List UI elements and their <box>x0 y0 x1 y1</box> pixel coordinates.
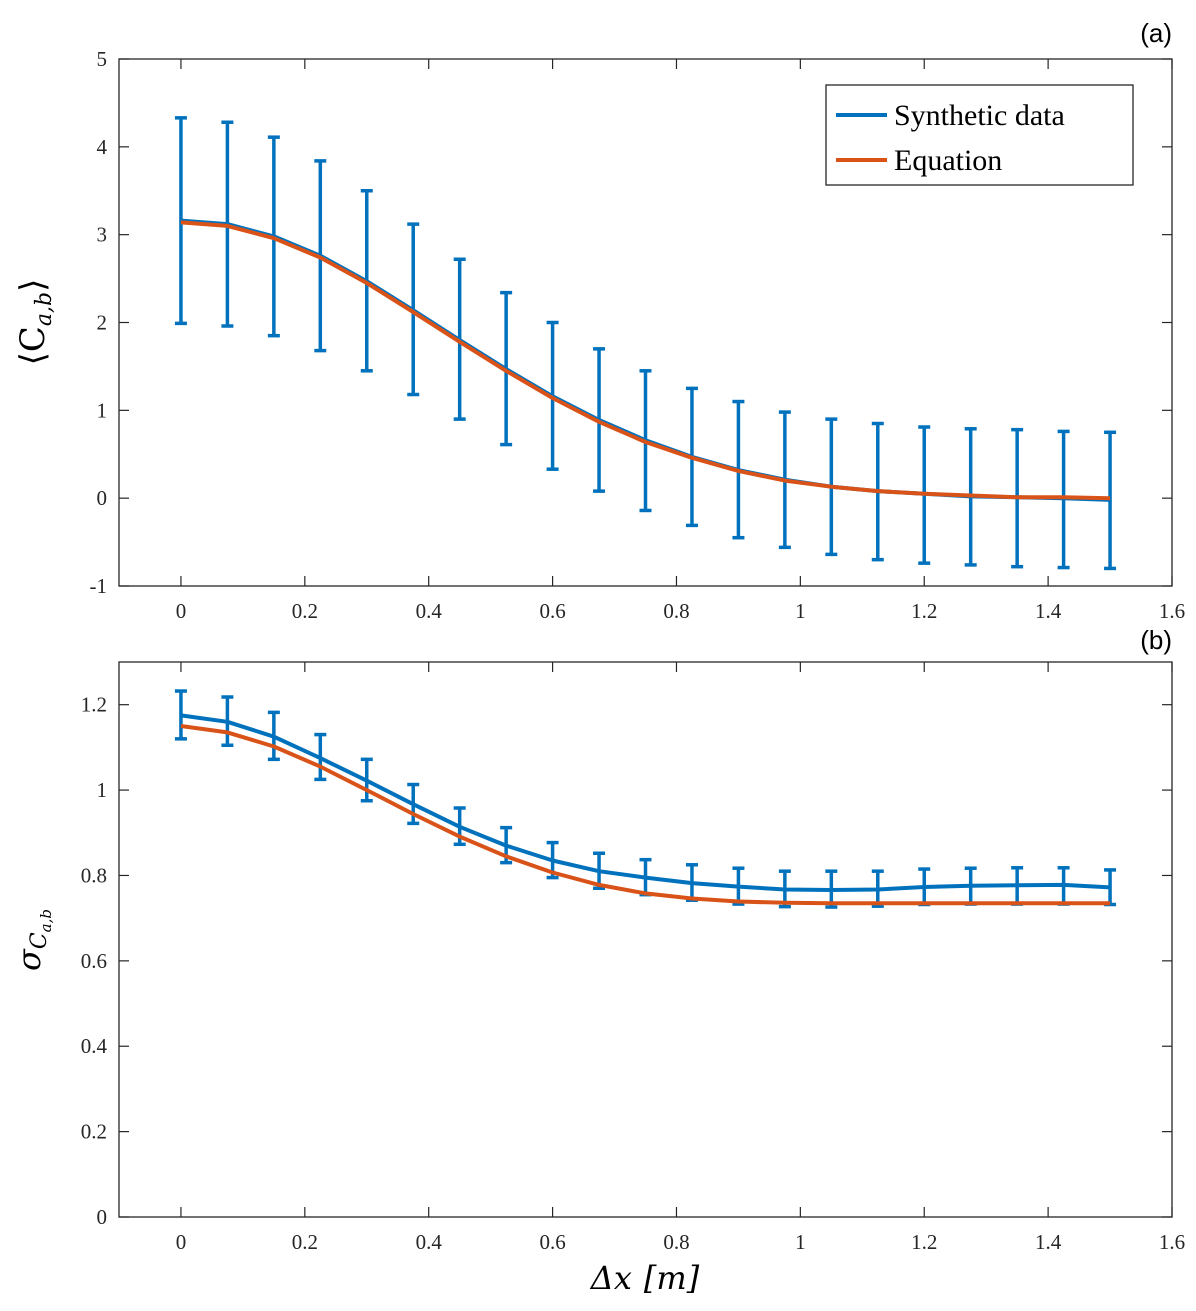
panel-b-ytick-label: 0.4 <box>81 1034 108 1058</box>
panel-a-ytick-label: 2 <box>97 311 108 335</box>
legend-equation-label: Equation <box>894 144 1002 177</box>
panel-b-ytick-label: 1.2 <box>81 693 107 717</box>
ylabel-a-close: ⟩ <box>13 279 53 292</box>
panel-b-xtick-label: 1.4 <box>1035 1230 1062 1254</box>
panel-a-xtick-label: 1 <box>795 599 806 623</box>
panel-b-xtick-label: 0.4 <box>416 1230 443 1254</box>
panel-a-ytick-label: 5 <box>97 47 108 71</box>
panel-a-ytick-label: 3 <box>97 223 108 247</box>
panel-a-ytick-label: 1 <box>97 398 108 422</box>
panel-b-x-axis-label: Δx [m] <box>589 1259 700 1297</box>
panel-b-ytick-label: 1 <box>97 778 108 802</box>
panel-a-label: (a) <box>1140 18 1172 48</box>
panel-b-error-bar <box>174 689 187 741</box>
panel-a-xtick-label: 0 <box>176 599 187 623</box>
xlabel-b-main: Δx <box>589 1259 632 1297</box>
legend-box <box>825 84 1134 186</box>
panel-a-chart: (a) 0 0.2 0.4 0.6 0.8 1 1.2 1.4 1.6 -1 0 1 2 3 4 5 Synt… <box>13 18 1185 623</box>
panel-a-xtick-label: 1.6 <box>1159 599 1185 623</box>
panel-a-xtick-label: 0.8 <box>663 599 689 623</box>
panel-b-axes-box <box>118 661 1173 1218</box>
ylabel-a-sub: a,b <box>32 292 57 326</box>
panel-a-series-equation-line <box>180 220 1111 501</box>
panel-a-xtick-label: 1.2 <box>911 599 937 623</box>
panel-b-label: (b) <box>1140 625 1172 655</box>
panel-b-ytick-label: 0.6 <box>81 949 107 973</box>
ylabel-a-main: ⟨C <box>13 326 53 365</box>
panel-b-ytick-label: 0 <box>97 1205 108 1229</box>
panel-b-series-synthetic-line <box>180 713 1111 892</box>
panel-a-y-axis-label: ⟨Ca,b⟩ <box>13 279 57 366</box>
ylabel-b-sub: C <box>27 932 52 949</box>
panel-a-xtick-label: 0.6 <box>539 599 565 623</box>
panel-b-xtick-label: 0.6 <box>539 1230 565 1254</box>
panel-a-ytick-label: 0 <box>97 486 108 510</box>
xlabel-b-bracket: [m] <box>644 1259 700 1297</box>
panel-b-ytick-label: 0.8 <box>81 863 107 887</box>
ylabel-b-subsub: a,b <box>37 909 55 932</box>
panel-b-xtick-label: 0.2 <box>292 1230 318 1254</box>
panel-b-xtick-label: 1 <box>795 1230 806 1254</box>
panel-a-legend: Synthetic data Equation <box>825 84 1134 186</box>
panel-a-ytick-label: -1 <box>90 574 108 598</box>
panel-b-series-equation-line <box>180 724 1111 906</box>
panel-b-xtick-label: 0.8 <box>663 1230 689 1254</box>
legend-synthetic-label: Synthetic data <box>894 99 1065 132</box>
panel-b-chart: (b) 0 0.2 0.4 0.6 0.8 1 1.2 1.4 1.6 0 0.2 0.4 0.6 0.8… <box>10 625 1185 1297</box>
panel-b-xtick-label: 1.6 <box>1159 1230 1185 1254</box>
panel-a-xtick-label: 0.4 <box>416 599 443 623</box>
ylabel-b-main: σ <box>10 948 48 971</box>
panel-b-xtick-label: 0 <box>176 1230 187 1254</box>
panel-a-xtick-label: 0.2 <box>292 599 318 623</box>
panel-b-xtick-label: 1.2 <box>911 1230 937 1254</box>
panel-a-ytick-label: 4 <box>97 135 108 159</box>
panel-a-xtick-label: 1.4 <box>1035 599 1062 623</box>
panel-b-y-axis-label: σCa,b <box>10 909 55 971</box>
panel-b-plot-area <box>119 662 1172 1217</box>
panel-b-ytick-label: 0.2 <box>81 1120 107 1144</box>
